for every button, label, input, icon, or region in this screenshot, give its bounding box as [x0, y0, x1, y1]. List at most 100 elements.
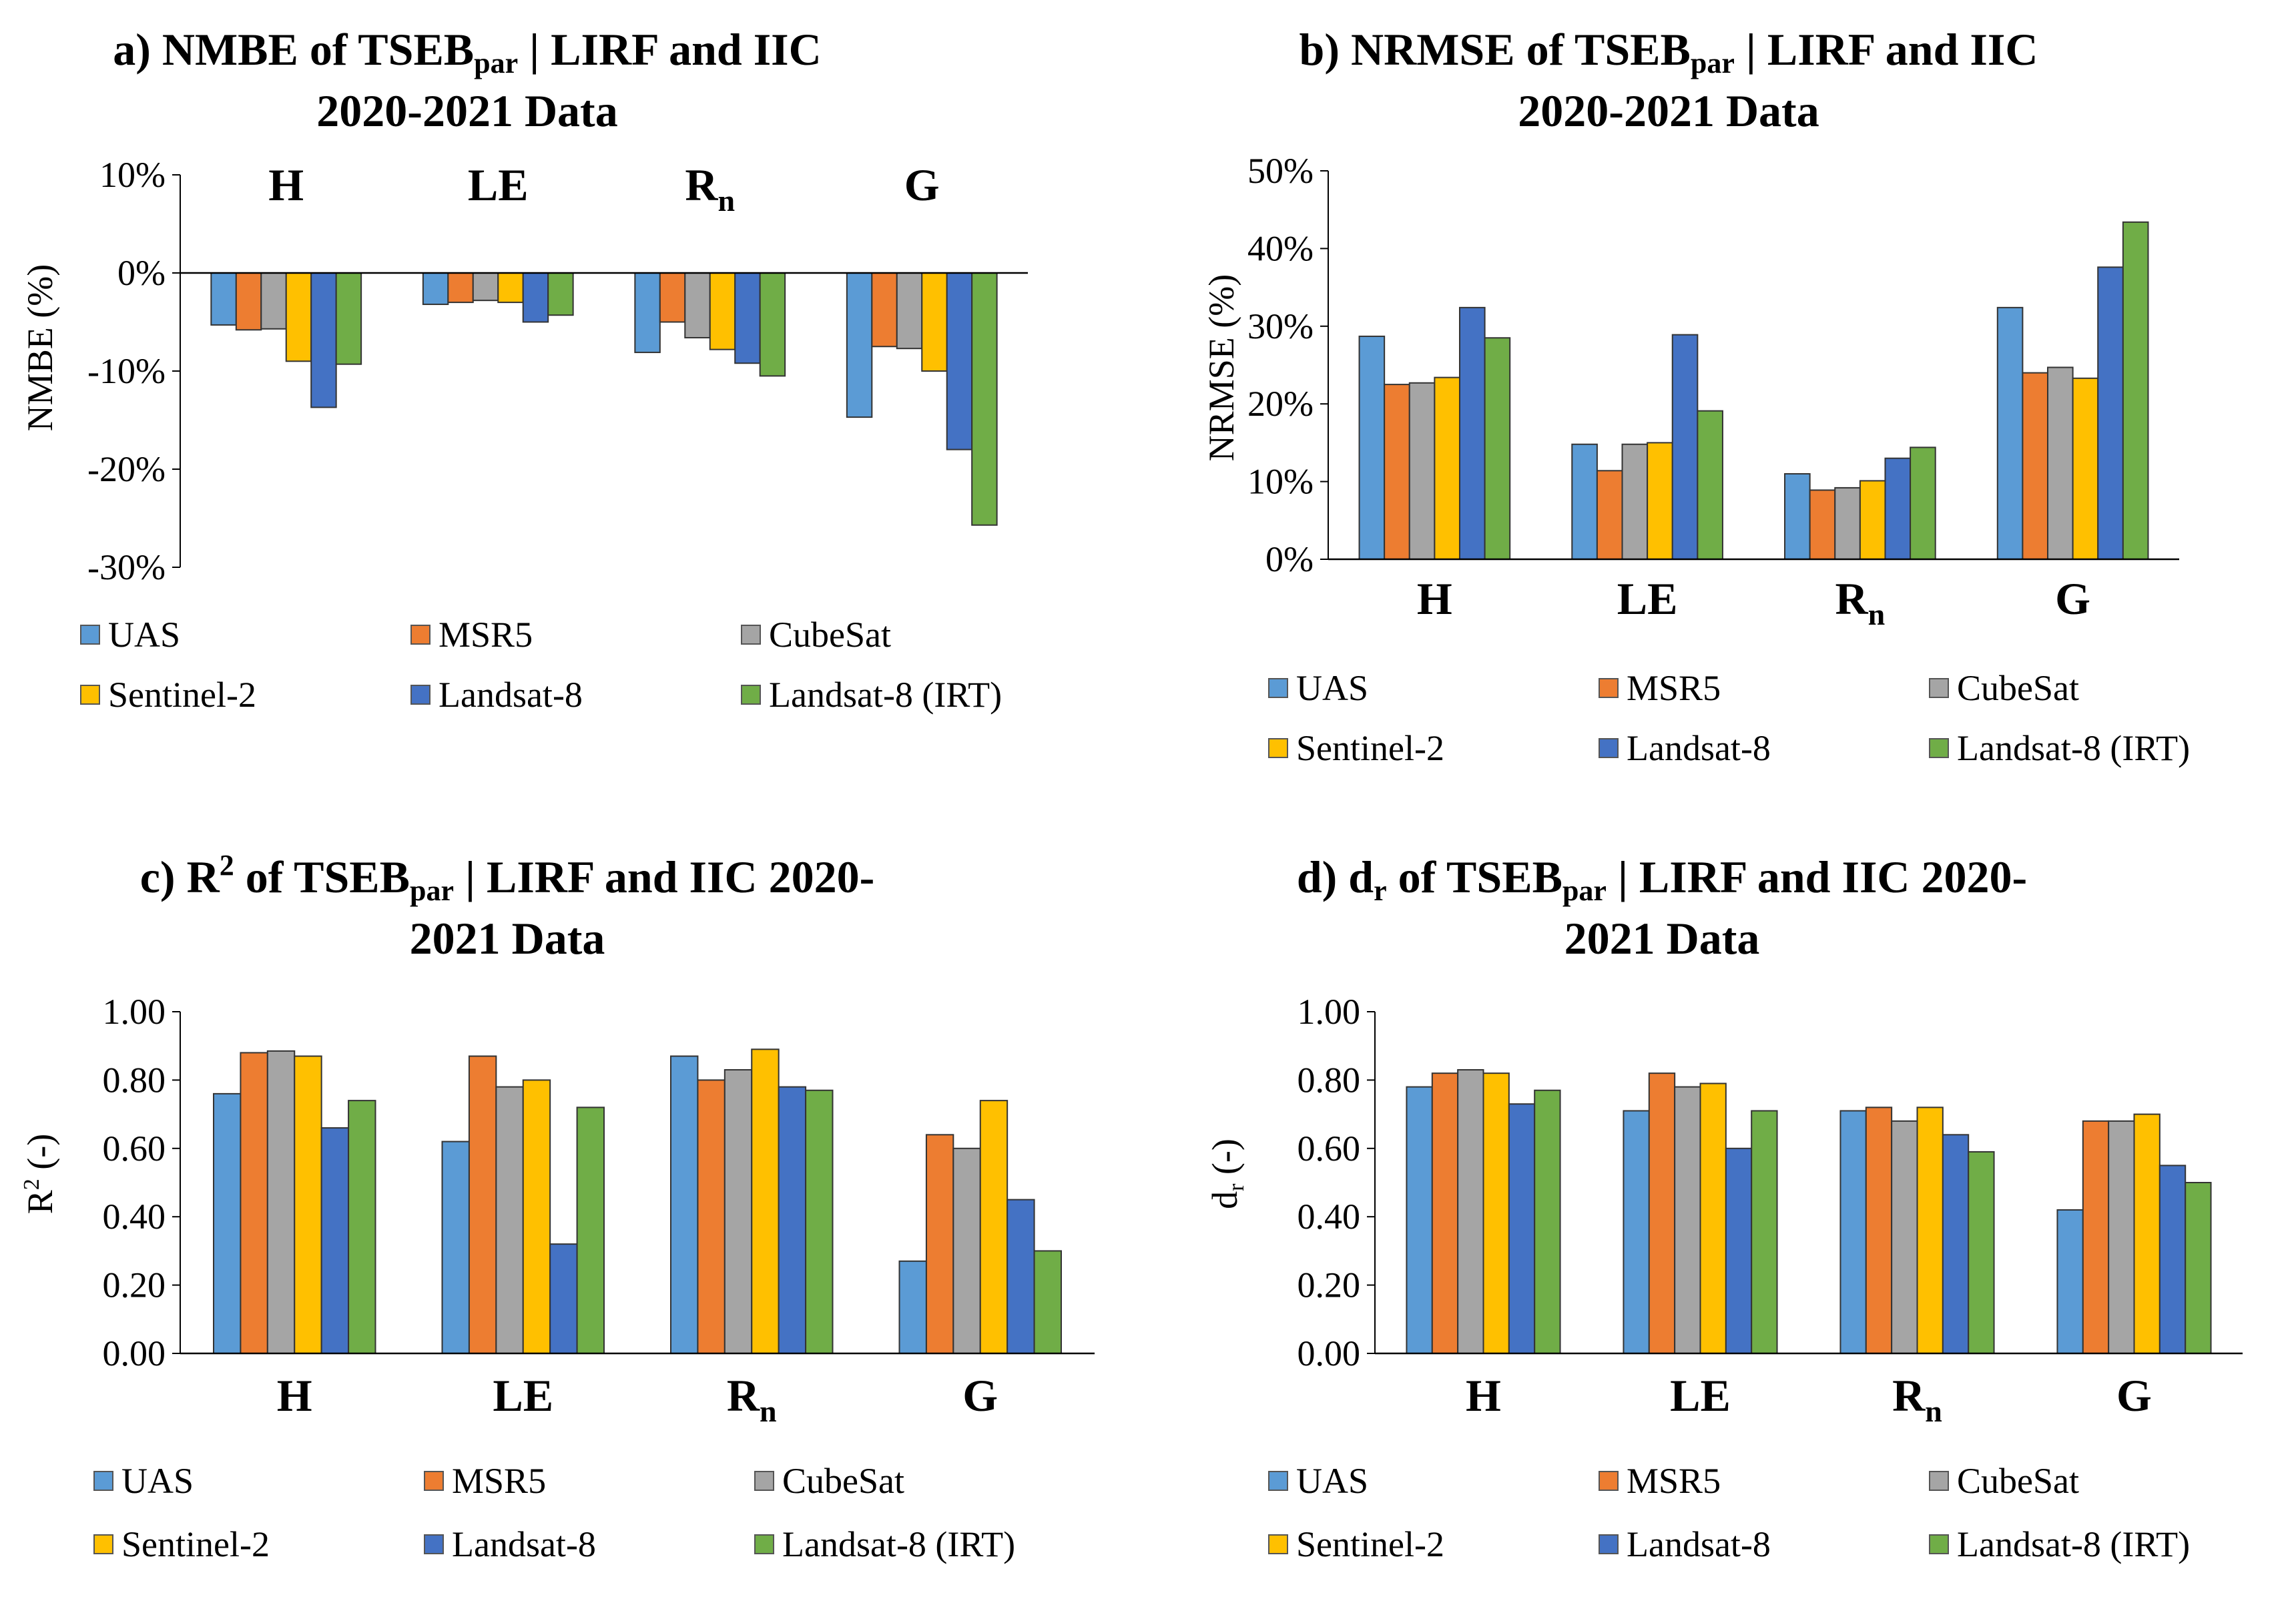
bar-msr5-rn [1809, 489, 1836, 560]
bar-sentinel-2-g [921, 272, 948, 372]
bar-msr5-h [1431, 1072, 1459, 1354]
bar-landsat-8-irt-le [547, 272, 574, 316]
legend-swatch [80, 685, 100, 705]
y-tick-label: -20% [87, 449, 166, 489]
bar-uas-g [2056, 1209, 2084, 1355]
category-label-g: G [2116, 1370, 2152, 1421]
bar-sentinel-2-le [1647, 442, 1673, 561]
bar-uas-le [1571, 443, 1598, 561]
legend-swatch [754, 1471, 774, 1491]
bar-uas-h [1358, 335, 1386, 560]
bar-cubesat-g [896, 272, 923, 350]
category-label-le: LE [1670, 1370, 1731, 1421]
y-tick-label: 0.60 [1298, 1129, 1361, 1169]
bar-sentinel-2-le [1699, 1082, 1727, 1354]
bar-sentinel-2-g [979, 1100, 1009, 1354]
bar-landsat-8-irt-h [348, 1100, 376, 1354]
y-tick-label: 0.00 [103, 1333, 166, 1373]
legend-item-landsat-8-irt: Landsat-8 (IRT) [741, 674, 1002, 715]
legend-item-landsat-8-irt: Landsat-8 (IRT) [754, 1524, 1015, 1565]
legend-label: Landsat-8 (IRT) [1957, 728, 2191, 768]
legend-label: Sentinel-2 [1296, 728, 1444, 768]
legend-label: UAS [1296, 1461, 1369, 1501]
bar-uas-rn [1839, 1110, 1867, 1354]
bar-landsat-8-le [1671, 334, 1699, 560]
legend-item-cubesat: CubeSat [1929, 667, 2079, 709]
category-label-g: G [904, 159, 940, 210]
category-label-h: H [277, 1370, 312, 1421]
bar-sentinel-2-rn [709, 272, 736, 350]
bar-landsat-8-g [946, 272, 973, 450]
bar-landsat-8-irt-g [1033, 1250, 1062, 1355]
bar-msr5-h [240, 1052, 268, 1354]
bar-cubesat-le [495, 1086, 524, 1354]
bar-landsat-8-rn [734, 272, 761, 364]
bar-landsat-8-irt-h [335, 272, 362, 365]
legend-nrmse: UAS MSR5 CubeSat Sentinel-2 Landsat-8 Landsat… [1268, 667, 2269, 787]
bar-landsat-8-rn [1942, 1134, 1970, 1354]
legend-label: CubeSat [782, 1461, 904, 1501]
y-tick-label: 1.00 [103, 992, 166, 1032]
legend-item-msr5: MSR5 [1599, 1460, 1721, 1502]
bar-landsat-8-irt-rn [1968, 1151, 1995, 1354]
bar-landsat-8-irt-le [1751, 1110, 1778, 1354]
bar-landsat-8-g [1007, 1199, 1035, 1354]
bar-msr5-g [2022, 372, 2049, 560]
category-label-rn: Rn [1835, 573, 1886, 631]
legend-item-sentinel-2: Sentinel-2 [80, 674, 256, 715]
bar-landsat-8-h [310, 272, 337, 408]
legend-swatch [1599, 1534, 1619, 1554]
bar-msr5-g [871, 272, 898, 348]
legend-item-cubesat: CubeSat [1929, 1460, 2079, 1502]
y-tick-label: 40% [1247, 228, 1314, 268]
category-label-rn: Rn [727, 1370, 777, 1428]
bar-uas-h [210, 272, 237, 326]
category-label-rn: Rn [685, 159, 735, 218]
bar-landsat-8-irt-rn [805, 1089, 834, 1354]
chart-svg-nrmse: 50% 40% 30% 20% 10% 0% H LE Rn G [1247, 151, 2179, 631]
legend-item-sentinel-2: Sentinel-2 [93, 1524, 270, 1565]
bar-sentinel-2-h [1434, 376, 1460, 561]
legend-swatch [424, 1534, 444, 1554]
bar-uas-le [1623, 1110, 1650, 1354]
category-label-le: LE [493, 1370, 553, 1421]
legend-item-uas: UAS [93, 1460, 194, 1502]
bar-landsat-8-irt-rn [759, 272, 786, 377]
bar-cubesat-h [260, 272, 287, 330]
legend-label: Sentinel-2 [121, 1524, 270, 1564]
legend-item-msr5: MSR5 [424, 1460, 546, 1502]
chart-svg-r2: 1.00 0.80 0.60 0.40 0.20 0.00 H LE Rn G [103, 992, 1095, 1428]
legend-item-landsat-8: Landsat-8 [1599, 727, 1771, 769]
legend-swatch [741, 685, 761, 705]
legend-label: CubeSat [1957, 668, 2079, 708]
bar-sentinel-2-le [497, 272, 524, 304]
bar-uas-le [422, 272, 449, 306]
category-label-g: G [2055, 573, 2090, 624]
panel-nmbe: a) NMBE of TSEBpar | LIRF and IIC 2020-2… [0, 0, 1148, 800]
bar-cubesat-g [2108, 1120, 2135, 1354]
legend-label: MSR5 [439, 615, 533, 655]
y-tick-label: 0.80 [1298, 1060, 1361, 1100]
bar-uas-le [441, 1141, 470, 1354]
bar-msr5-rn [1865, 1106, 1893, 1354]
legend-item-cubesat: CubeSat [741, 614, 891, 655]
y-tick-label: 0% [1265, 539, 1314, 579]
legend-label: Landsat-8 (IRT) [782, 1524, 1016, 1564]
bar-cubesat-g [2047, 366, 2074, 560]
legend-label: Landsat-8 [439, 675, 583, 715]
legend-item-landsat-8: Landsat-8 [410, 674, 583, 715]
bar-landsat-8-h [320, 1127, 350, 1354]
bar-sentinel-2-h [285, 272, 312, 362]
y-tick-label: 1.00 [1298, 992, 1361, 1032]
bar-landsat-8-irt-h [1484, 337, 1511, 560]
legend-label: UAS [1296, 668, 1369, 708]
category-label-g: G [962, 1370, 998, 1421]
y-tick-label: 0.20 [103, 1265, 166, 1305]
legend-swatch [93, 1534, 113, 1554]
bar-landsat-8-le [1725, 1147, 1753, 1354]
legend-label: Landsat-8 [1627, 1524, 1771, 1564]
legend-swatch [1929, 678, 1949, 698]
category-label-rn: Rn [1892, 1370, 1942, 1428]
bar-msr5-g [2082, 1120, 2110, 1354]
bar-cubesat-le [1621, 443, 1649, 561]
